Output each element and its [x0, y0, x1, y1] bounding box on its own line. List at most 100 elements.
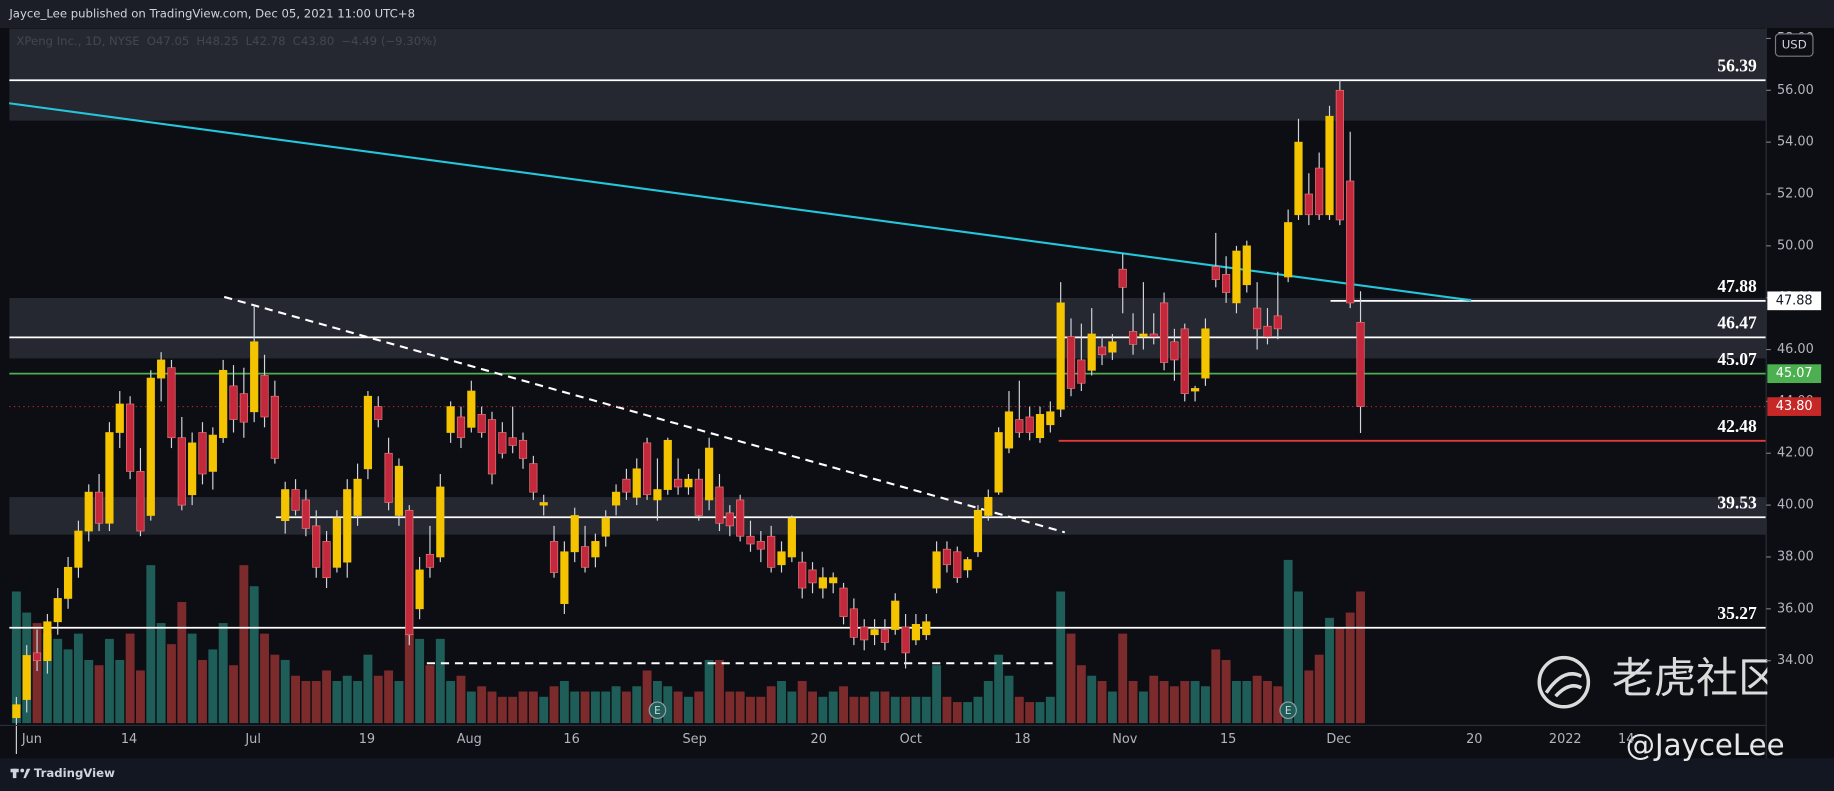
candle-body [1294, 141, 1303, 216]
candle-body [157, 359, 166, 379]
header-bar [0, 0, 1834, 29]
volume-bar [53, 638, 63, 724]
candle-body [1346, 180, 1355, 304]
volume-bar [415, 638, 425, 724]
volume-bar [1190, 681, 1200, 724]
candle-body [560, 551, 569, 604]
volume-bar [1097, 681, 1107, 724]
volume-bar [63, 649, 73, 724]
candle-body [953, 551, 962, 579]
footer-brand: TradingView [34, 766, 115, 780]
candle-body [891, 600, 900, 630]
candle-body [580, 546, 590, 568]
volume-bar [839, 686, 848, 724]
x-tick-label: 20 [1466, 732, 1482, 747]
volume-bar [167, 644, 176, 724]
candle-body [177, 437, 186, 506]
volume-bar [1232, 681, 1241, 724]
candle-body [1304, 193, 1313, 216]
volume-bar [983, 681, 993, 724]
candle-body [1253, 307, 1262, 330]
candle-body [312, 525, 321, 568]
volume-bar [404, 633, 414, 724]
volume-bar [539, 696, 549, 724]
candle-body [456, 416, 466, 439]
volume-bar [1056, 591, 1066, 724]
x-tick-label: 15 [1220, 732, 1236, 747]
volume-bar [94, 665, 104, 724]
volume-bar [1283, 559, 1293, 724]
volume-bar [632, 686, 642, 724]
candle-body [1232, 250, 1241, 304]
volume-bar [456, 675, 466, 724]
candle-body [549, 541, 559, 573]
volume-bar [818, 696, 828, 724]
candle-body [777, 551, 786, 566]
candle-body [146, 377, 155, 516]
volume-bar [528, 691, 538, 724]
candle-body [353, 478, 362, 516]
candle-body [405, 509, 414, 636]
volume-bar [1159, 681, 1169, 724]
volume-bar [1025, 702, 1035, 724]
candle-body [808, 569, 817, 584]
candle-body [332, 517, 341, 568]
candle-body [1242, 245, 1251, 286]
candle-body [1046, 411, 1055, 426]
volume-bar [32, 623, 42, 724]
trend-line [223, 295, 1066, 534]
candle-body [911, 624, 921, 641]
candle-body [694, 478, 703, 516]
candle-body [1356, 321, 1365, 407]
event-marker: E [1279, 701, 1297, 720]
candle-body [219, 369, 228, 439]
volume-bar [777, 681, 786, 724]
candle-body [601, 517, 610, 537]
level-label: 42.48 [1717, 416, 1757, 436]
volume-bar [42, 633, 52, 724]
volume-bar [715, 659, 724, 724]
candle-body [849, 608, 858, 638]
volume-bar [890, 696, 900, 724]
volume-bar [1087, 675, 1097, 724]
candle-body [260, 375, 269, 418]
event-badge [648, 701, 667, 720]
volume-bar [828, 691, 838, 724]
candle-body [674, 478, 683, 488]
volume-bar [84, 659, 94, 724]
candle-body [239, 393, 248, 423]
candle-body [798, 561, 807, 589]
volume-bar [870, 691, 880, 724]
volume-bar [1014, 696, 1024, 724]
candle-body [1170, 341, 1179, 361]
candle-body [84, 491, 93, 532]
candle-body [880, 629, 889, 643]
volume-bar [301, 681, 311, 724]
x-tick-label: Dec [1326, 732, 1351, 747]
volume-bar [1242, 681, 1252, 724]
candle-body [115, 403, 124, 433]
candle-body [539, 502, 548, 506]
volume-bar [322, 670, 332, 724]
volume-bar [1107, 691, 1117, 724]
event-label: E [1285, 705, 1292, 717]
volume-bar [353, 681, 363, 724]
candle-body [787, 517, 796, 558]
volume-bar [859, 696, 869, 724]
volume-bar [311, 681, 321, 724]
candle-body [374, 406, 383, 420]
volume-bar [11, 591, 21, 724]
volume-bar [994, 654, 1004, 724]
volume-bar [73, 633, 83, 724]
y-tick-label: 46.00 [1777, 342, 1814, 357]
candle-body [487, 419, 497, 475]
volume-bar [125, 633, 135, 724]
volume-bar [808, 691, 817, 724]
volume-bar [1066, 633, 1076, 724]
level-label: 56.39 [1717, 55, 1757, 75]
volume-bar [704, 659, 714, 724]
x-tick-label: 20 [811, 732, 827, 747]
volume-bar [518, 691, 528, 724]
zone [9, 297, 1767, 359]
